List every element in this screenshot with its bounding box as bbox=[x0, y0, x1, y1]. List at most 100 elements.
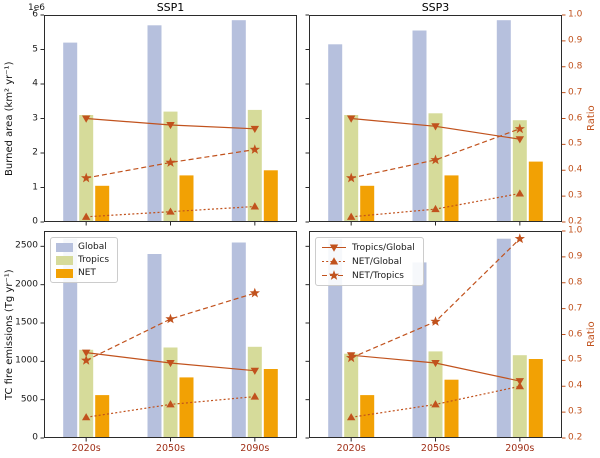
tropics-bar bbox=[344, 115, 359, 222]
global-bar bbox=[63, 238, 78, 438]
global-swatch bbox=[56, 242, 73, 252]
tropics-bar bbox=[512, 355, 527, 438]
triangle-up-marker bbox=[81, 413, 91, 421]
tropics-bar bbox=[247, 346, 262, 438]
global-bar bbox=[496, 20, 511, 223]
star-marker bbox=[430, 154, 441, 165]
global-bar bbox=[496, 238, 511, 438]
y-tick-label: 6 bbox=[32, 9, 38, 20]
global-bar bbox=[231, 20, 246, 223]
legend-item-global: Global bbox=[56, 242, 109, 252]
triangle-up-marker bbox=[346, 212, 356, 220]
chart-canvas bbox=[40, 14, 297, 226]
ylabel-ratio-bottom: Ratio bbox=[586, 321, 597, 348]
axes-spines bbox=[309, 15, 562, 222]
net-bar bbox=[444, 379, 459, 438]
net-global-line-sample bbox=[321, 256, 347, 267]
legend-ratio-lines: Tropics/Global NET/Global NET/Tropics bbox=[315, 237, 424, 286]
triangle-up-marker bbox=[250, 392, 260, 400]
chart-canvas bbox=[305, 230, 566, 442]
y-tick-label: 2000 bbox=[15, 279, 38, 290]
triangle-down-marker bbox=[250, 125, 260, 134]
legend-label-net-tropics: NET/Tropics bbox=[352, 270, 404, 281]
ylabel-burned-area: Burned area (km² yr⁻¹) bbox=[4, 61, 15, 176]
star-marker bbox=[81, 172, 92, 183]
ratio-tick-label: 0.9 bbox=[568, 35, 583, 46]
global-bar bbox=[328, 238, 343, 438]
panel-burned-area-ssp1 bbox=[40, 14, 297, 226]
star-marker bbox=[346, 172, 357, 183]
legend-line-glyph bbox=[322, 244, 346, 252]
global-bar bbox=[412, 30, 427, 222]
tropics-bar bbox=[428, 113, 443, 222]
legend-label-tropics: Tropics bbox=[78, 255, 110, 265]
legend-item-net: NET bbox=[56, 268, 109, 278]
panel-emissions-ssp3 bbox=[305, 230, 566, 442]
triangle-up-marker bbox=[166, 400, 175, 408]
star-marker bbox=[514, 233, 525, 244]
triangle-up-marker bbox=[346, 413, 356, 421]
y-tick-label: 500 bbox=[20, 394, 38, 405]
tropics-bar bbox=[163, 347, 178, 438]
net-bar bbox=[263, 369, 278, 438]
triangle-down-marker bbox=[515, 136, 525, 144]
net-bar bbox=[263, 170, 278, 223]
ratio-tick-label: 0.2 bbox=[568, 216, 583, 227]
panel-emissions-ssp1 bbox=[40, 231, 297, 442]
ratio-tick-label: 0.4 bbox=[568, 380, 583, 391]
star-marker bbox=[346, 352, 357, 363]
legend-line-glyph bbox=[322, 270, 346, 280]
net-bar bbox=[444, 175, 459, 222]
tropics-bar bbox=[163, 111, 178, 222]
x-tick-label: 2090s bbox=[505, 443, 535, 454]
triangle-down-marker bbox=[515, 378, 525, 386]
axes-spines bbox=[309, 231, 562, 438]
tropics-bar bbox=[344, 353, 359, 438]
axes-spines bbox=[44, 15, 297, 222]
triangle-down-marker bbox=[346, 115, 356, 123]
y-tick-label: 1000 bbox=[15, 355, 38, 366]
triangle-down-marker bbox=[81, 349, 91, 357]
triangle-down-marker bbox=[166, 359, 175, 368]
ylabel-ratio-top: Ratio bbox=[586, 105, 597, 132]
y-tick-label: 5 bbox=[32, 44, 38, 54]
chart-canvas bbox=[305, 14, 566, 226]
global-bar bbox=[147, 254, 162, 438]
ratio-tick-label: 0.7 bbox=[568, 87, 583, 98]
ratio-tick-label: 0.3 bbox=[568, 190, 583, 201]
panel-burned-area-ssp3 bbox=[305, 14, 566, 226]
legend-label-tropics-global: Tropics/Global bbox=[352, 242, 415, 253]
star-marker bbox=[165, 313, 176, 324]
ratio-tick-label: 0.5 bbox=[568, 354, 583, 365]
legend-label-net-global: NET/Global bbox=[352, 256, 402, 267]
chart-canvas bbox=[40, 231, 297, 442]
tropics-bar bbox=[512, 120, 527, 222]
ratio-tick-label: 1.0 bbox=[568, 9, 583, 20]
y-tick-label: 3 bbox=[32, 113, 38, 123]
star-marker bbox=[514, 123, 525, 134]
axes-spines bbox=[44, 231, 297, 438]
net-bar bbox=[179, 377, 194, 438]
global-bar bbox=[412, 262, 427, 438]
ratio-tick-label: 0.2 bbox=[568, 432, 583, 443]
x-tick-label: 2020s bbox=[336, 443, 366, 454]
triangle-down-marker bbox=[166, 121, 175, 130]
net-bar bbox=[95, 185, 110, 222]
tropics-bar bbox=[79, 349, 94, 438]
net-tropics-line-sample bbox=[321, 270, 347, 281]
net-bar bbox=[360, 395, 375, 438]
tropics-global-line-sample bbox=[321, 242, 347, 253]
legend-item-tropics: Tropics bbox=[56, 255, 109, 265]
legend-bar-series: Global Tropics NET bbox=[50, 237, 119, 283]
triangle-down-marker bbox=[329, 244, 339, 252]
panel-title-ssp1: SSP1 bbox=[156, 1, 185, 14]
ratio-tick-label: 0.5 bbox=[568, 138, 583, 149]
legend-item-tropics-global: Tropics/Global bbox=[321, 242, 415, 253]
star-marker bbox=[81, 355, 92, 365]
ratio-tick-label: 0.3 bbox=[568, 406, 583, 417]
legend-label-global: Global bbox=[78, 242, 107, 252]
triangle-up-marker bbox=[515, 189, 525, 197]
star-marker bbox=[249, 144, 260, 154]
triangle-up-marker bbox=[431, 204, 440, 213]
